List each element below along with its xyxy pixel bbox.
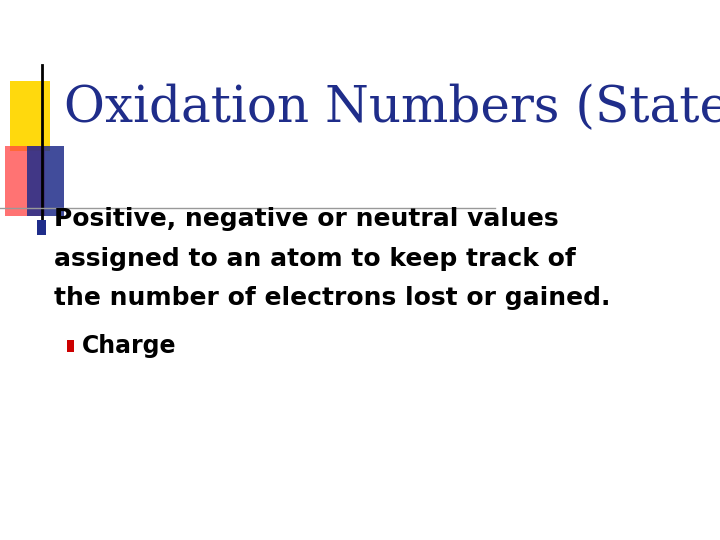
Text: Oxidation Numbers (States): Oxidation Numbers (States) bbox=[64, 83, 720, 133]
Text: assigned to an atom to keep track of: assigned to an atom to keep track of bbox=[55, 247, 576, 271]
Bar bbox=[67, 340, 74, 352]
Text: the number of electrons lost or gained.: the number of electrons lost or gained. bbox=[55, 286, 611, 310]
Bar bbox=[37, 220, 46, 235]
Bar bbox=[27, 146, 64, 216]
Text: Charge: Charge bbox=[81, 334, 176, 357]
Text: Positive, negative or neutral values: Positive, negative or neutral values bbox=[55, 207, 559, 231]
Bar bbox=[10, 81, 50, 151]
Bar bbox=[5, 146, 45, 216]
